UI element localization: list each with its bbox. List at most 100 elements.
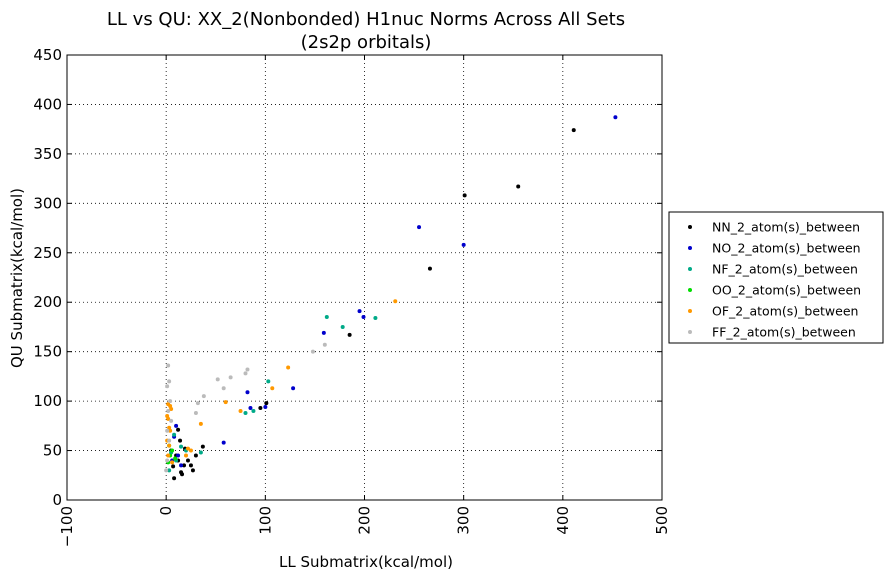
chart-subtitle: (2s2p orbitals) <box>301 32 432 53</box>
data-point <box>165 458 170 463</box>
data-point <box>258 406 263 411</box>
data-point <box>179 444 184 449</box>
data-point <box>167 443 172 448</box>
data-point <box>201 394 206 399</box>
chart-title: LL vs QU: XX_2(Nonbonded) H1nuc Norms Ac… <box>107 9 625 30</box>
series-5 <box>164 342 327 473</box>
data-point <box>195 401 200 406</box>
data-point <box>198 421 203 426</box>
y-tick-label: 450 <box>33 46 62 64</box>
data-point <box>166 363 171 368</box>
data-point <box>461 242 466 247</box>
y-tick-label: 0 <box>52 491 62 509</box>
data-point <box>223 400 228 405</box>
data-point <box>427 266 432 271</box>
data-point <box>340 324 345 329</box>
data-point <box>270 386 275 391</box>
data-point <box>221 440 226 445</box>
data-point <box>165 384 170 389</box>
data-point <box>184 453 188 458</box>
data-point <box>166 416 171 421</box>
data-point <box>169 407 174 412</box>
legend-entry-label: OF_2_atom(s)_between <box>712 304 858 319</box>
y-axis-label: QU Submatrix(kcal/mol) <box>8 188 26 368</box>
data-point <box>243 410 248 415</box>
data-point <box>188 448 193 453</box>
plot-frame <box>66 54 663 501</box>
data-point <box>245 367 250 372</box>
legend: NN_2_atom(s)_between NO_2_atom(s)_between… <box>668 211 884 344</box>
data-point <box>571 128 576 133</box>
data-point <box>310 349 315 354</box>
data-point <box>167 468 172 473</box>
data-point <box>176 453 181 458</box>
data-point <box>264 401 269 406</box>
data-point <box>174 423 179 428</box>
data-point <box>248 406 253 411</box>
legend-marker <box>688 267 692 271</box>
data-point <box>171 464 176 469</box>
data-point <box>172 476 177 481</box>
data-point <box>200 444 205 449</box>
data-point <box>251 409 256 413</box>
x-tick-label: 0 <box>157 506 175 516</box>
data-point <box>176 427 181 432</box>
data-point <box>167 379 172 384</box>
legend-marker <box>688 246 692 250</box>
legend-box <box>668 211 884 344</box>
data-point <box>266 379 271 384</box>
data-point <box>173 456 178 461</box>
data-point <box>245 390 250 395</box>
data-point <box>188 463 193 468</box>
y-tick-label: 50 <box>43 442 62 460</box>
data-point <box>169 418 174 423</box>
legend-entry-label: FF_2_atom(s)_between <box>712 325 856 340</box>
data-point <box>361 315 366 320</box>
scatter-points <box>164 115 618 481</box>
data-point <box>321 330 326 335</box>
legend-marker <box>688 330 692 334</box>
y-tick-label: 100 <box>33 392 62 410</box>
legend-marker <box>688 288 692 292</box>
data-point <box>168 399 173 404</box>
data-point <box>347 332 352 337</box>
data-point <box>190 468 195 473</box>
y-tick-label: 200 <box>33 293 62 311</box>
data-point <box>462 193 467 198</box>
data-point <box>243 371 248 376</box>
series-0 <box>169 128 576 481</box>
data-point <box>165 428 170 433</box>
data-point <box>221 386 226 391</box>
legend-entry-label: NF_2_atom(s)_between <box>712 262 858 277</box>
data-point <box>170 448 175 453</box>
data-point <box>168 428 173 433</box>
data-point <box>179 463 184 468</box>
data-point <box>167 438 172 443</box>
axis-ticks: −100 0 100 200 300 400 50005010015020025030035… <box>33 46 671 547</box>
data-point <box>357 309 362 314</box>
series-1 <box>170 115 618 468</box>
legend-entry-label: OO_2_atom(s)_between <box>712 283 861 298</box>
legend-marker <box>688 309 692 313</box>
y-tick-label: 150 <box>33 343 62 361</box>
x-tick-label: 400 <box>554 506 572 535</box>
data-point <box>172 432 177 437</box>
grid <box>67 55 662 500</box>
x-tick-label: 200 <box>356 506 374 535</box>
data-point <box>193 453 198 458</box>
data-point <box>185 446 190 451</box>
data-point <box>164 468 169 473</box>
data-point <box>393 299 398 304</box>
x-tick-label: −100 <box>58 506 76 547</box>
data-point <box>613 115 618 120</box>
data-point <box>182 463 187 468</box>
data-point <box>516 184 521 189</box>
data-point <box>166 453 171 458</box>
series-4 <box>165 299 398 465</box>
data-point <box>180 472 185 477</box>
data-point <box>322 342 327 347</box>
x-axis-label: LL Submatrix(kcal/mol) <box>279 553 453 571</box>
data-point <box>185 458 190 463</box>
data-point <box>178 438 183 443</box>
data-point <box>193 410 198 415</box>
